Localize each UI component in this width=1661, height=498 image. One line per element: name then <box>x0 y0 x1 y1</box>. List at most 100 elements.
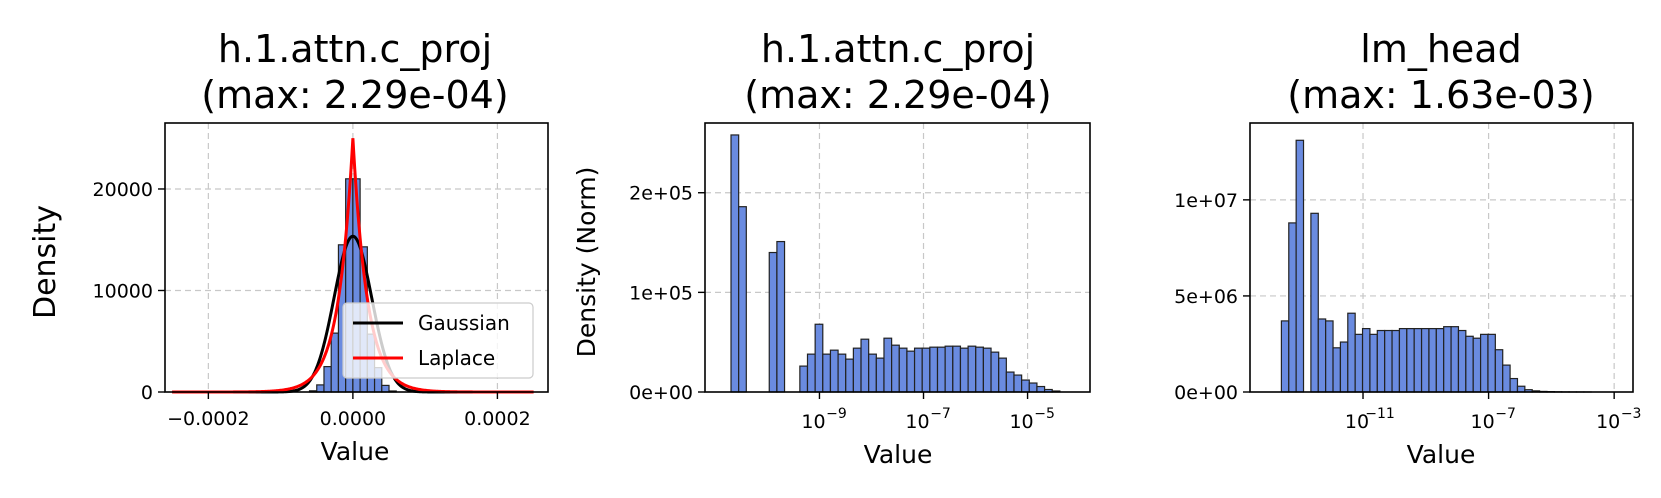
histogram-bar <box>929 346 939 393</box>
y-axis-label: Density (Norm) <box>572 167 601 358</box>
histogram-bar <box>975 346 984 393</box>
histogram-bars <box>730 134 1061 393</box>
histogram-bar <box>936 346 946 393</box>
y-ticks: 0e+00 5e+06 1e+07 <box>1174 190 1250 404</box>
histogram-bar <box>1332 347 1342 393</box>
histogram-bar <box>967 345 977 393</box>
x-axis-label: Value <box>321 437 390 466</box>
histogram-bar <box>1435 327 1445 393</box>
x-tick-exponent: −9 <box>826 406 847 422</box>
x-tick-exponent: −5 <box>1034 406 1055 422</box>
histogram-bar <box>330 332 340 393</box>
plot-frame <box>164 122 549 393</box>
histogram-bar <box>1443 326 1452 393</box>
chart-title-line2: (max: 1.63e-03) <box>1287 73 1594 117</box>
histogram-bar <box>1288 222 1297 393</box>
histogram-bar <box>913 347 923 393</box>
histogram-bar <box>921 347 931 393</box>
chart-title-line1: h.1.attn.c_proj <box>761 27 1035 71</box>
legend: Gaussian Laplace <box>342 302 534 379</box>
histogram-bar <box>990 351 1000 393</box>
histogram-bar <box>1028 382 1038 393</box>
histogram-bar <box>906 350 916 393</box>
x-tick-exponent: −3 <box>1621 406 1642 422</box>
y-tick-label: 0 <box>141 382 153 404</box>
x-tick-label: 0.0000 <box>320 408 386 430</box>
panel-log-histogram-attn: h.1.attn.c_proj (max: 2.29e-04) 10 −9 10 −7… <box>572 27 1091 469</box>
legend-gaussian-label: Gaussian <box>418 311 510 335</box>
histogram-bar <box>1013 374 1023 393</box>
histogram-bar <box>738 206 747 393</box>
histogram-bar <box>1450 326 1460 393</box>
histogram-bar <box>1317 318 1327 393</box>
histogram-bar <box>944 345 954 393</box>
histogram-bar <box>837 353 847 393</box>
histogram-bar <box>829 349 839 393</box>
histogram-bar <box>998 357 1007 393</box>
histogram-bar <box>1487 333 1496 393</box>
histogram-bar <box>323 366 332 393</box>
histogram-bar <box>1384 329 1393 393</box>
panel-log-histogram-lmhead: lm_head (max: 1.63e-03) 10−11 10 −7 10 −3 0e… <box>1174 27 1641 469</box>
histogram-bar <box>768 251 778 393</box>
x-tick-label: 0.0002 <box>464 408 530 430</box>
x-tick-label: 10 <box>1345 411 1369 433</box>
histogram-bar <box>1516 385 1526 393</box>
x-axis-label: Value <box>864 440 933 469</box>
histogram-bar <box>1457 329 1467 393</box>
x-tick-label: 10 <box>801 411 825 433</box>
histogram-bar <box>1413 327 1423 393</box>
histogram-bar <box>1428 327 1437 393</box>
histogram-bar <box>883 337 893 393</box>
y-tick-label: 0e+00 <box>1174 382 1238 404</box>
histogram-bar <box>316 384 325 393</box>
y-ticks: 0e+00 1e+05 2e+05 <box>629 183 705 404</box>
y-tick-label: 10000 <box>93 280 153 302</box>
histogram-bar <box>1406 327 1415 393</box>
histogram-bar <box>381 384 390 393</box>
x-ticks: −0.0002 0.0000 0.0002 <box>167 392 531 430</box>
y-tick-label: 20000 <box>93 179 153 201</box>
histogram-bar <box>1391 329 1401 393</box>
x-tick-label: 10 <box>1596 411 1620 433</box>
histogram-bar <box>822 353 832 393</box>
histogram-bar <box>1361 327 1371 393</box>
x-ticks: 10−11 10 −7 10 −3 <box>1345 392 1642 433</box>
x-ticks: 10 −9 10 −7 10 −5 <box>801 392 1055 433</box>
histogram-bar <box>952 345 962 393</box>
histogram-bar <box>1295 139 1305 393</box>
y-tick-label: 2e+05 <box>629 183 693 205</box>
histogram-bar <box>860 338 870 393</box>
histogram-bar <box>875 357 885 393</box>
histogram-bar <box>1420 327 1430 393</box>
x-tick-exponent: −7 <box>930 406 951 422</box>
histogram-bar <box>982 347 992 393</box>
histogram-bar <box>852 347 862 393</box>
y-tick-label: 5e+06 <box>1174 286 1238 308</box>
y-tick-label: 0e+00 <box>629 382 693 404</box>
histogram-bar <box>845 358 854 393</box>
x-tick-exponent: −11 <box>1365 406 1395 422</box>
x-tick-label: 10 <box>1470 411 1494 433</box>
histogram-bar <box>1479 333 1489 393</box>
histogram-bar <box>1502 364 1511 393</box>
y-axis-label: Density <box>28 205 63 319</box>
histogram-bar <box>799 365 809 393</box>
histogram-bar <box>1339 341 1349 393</box>
panel-gaussian-laplace: h.1.attn.c_proj (max: 2.29e-04) −0.0002 0… <box>28 27 549 466</box>
histogram-bar <box>806 353 816 393</box>
y-tick-label: 1e+05 <box>629 282 693 304</box>
histogram-bar <box>1036 385 1046 393</box>
legend-laplace-label: Laplace <box>418 346 495 370</box>
histogram-bar <box>891 344 900 393</box>
histogram-bar <box>730 134 740 393</box>
histogram-bar <box>1472 337 1482 393</box>
histogram-bar <box>1465 335 1474 393</box>
chart-title-line1: h.1.attn.c_proj <box>218 27 492 71</box>
histogram-bar <box>1021 379 1030 393</box>
histogram-bar <box>814 323 824 393</box>
histogram-bar <box>1509 377 1519 393</box>
x-tick-label: −0.0002 <box>167 408 249 430</box>
histogram-bar <box>1369 333 1378 393</box>
